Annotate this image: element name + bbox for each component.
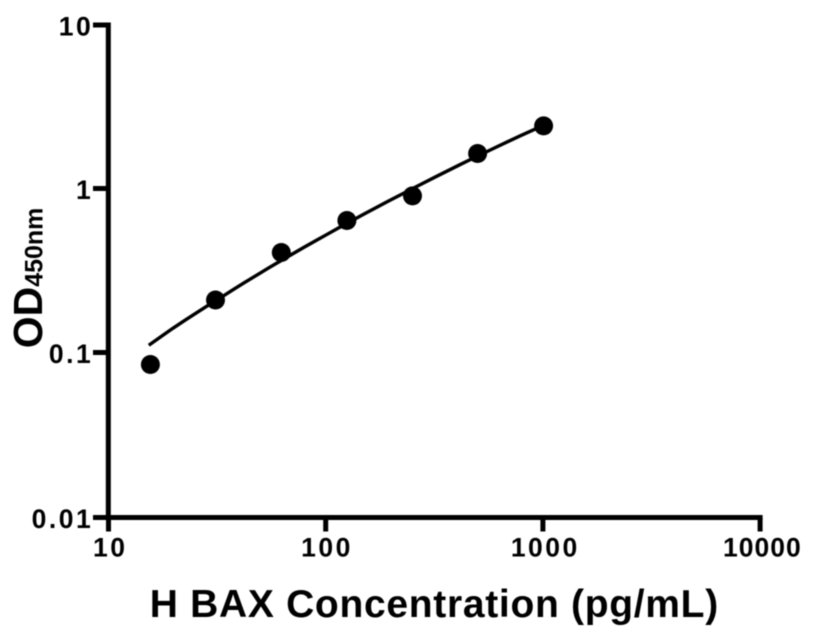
svg-text:100: 100 bbox=[301, 533, 353, 563]
svg-text:0.1: 0.1 bbox=[49, 339, 93, 369]
svg-text:0.01: 0.01 bbox=[32, 504, 94, 534]
svg-text:10: 10 bbox=[93, 533, 127, 563]
svg-text:10000: 10000 bbox=[723, 533, 802, 563]
svg-text:1: 1 bbox=[76, 175, 93, 205]
svg-text:H BAX Concentration (pg/mL): H BAX Concentration (pg/mL) bbox=[150, 583, 719, 626]
svg-text:10: 10 bbox=[59, 11, 93, 41]
svg-text:1000: 1000 bbox=[511, 533, 580, 563]
